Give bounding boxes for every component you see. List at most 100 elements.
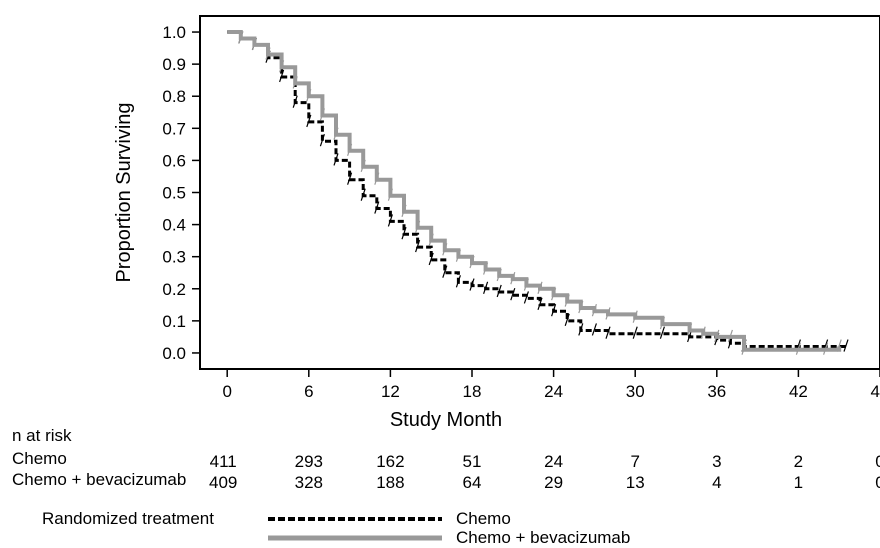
censor-mark [714, 329, 720, 343]
censor-mark [374, 201, 380, 214]
censor-mark [292, 76, 298, 89]
censor-mark [659, 326, 665, 339]
risk-value: 3 [712, 452, 721, 471]
x-tick-label: 0 [222, 382, 231, 401]
x-tick-label: 30 [626, 382, 645, 401]
censor-mark [510, 288, 516, 301]
censor-mark [510, 271, 516, 285]
x-tick-label: 12 [381, 382, 400, 401]
risk-value: 188 [376, 473, 404, 492]
censor-mark [415, 239, 421, 253]
risk-value: 293 [295, 452, 323, 471]
censor-mark [795, 342, 801, 355]
censor-mark [292, 95, 298, 108]
censor-mark [605, 326, 611, 339]
risk-row-label-chemo: Chemo [12, 449, 67, 468]
legend-label-chemo: Chemo [456, 509, 511, 528]
y-tick-label: 0.9 [162, 55, 186, 74]
censor-mark [428, 233, 434, 246]
risk-table-heading: n at risk [12, 426, 72, 445]
censor-mark [455, 275, 461, 288]
censor-mark [251, 37, 257, 51]
x-tick-label: 36 [707, 382, 726, 401]
x-tick-label: 6 [304, 382, 313, 401]
censor-mark [279, 60, 285, 73]
risk-value: 13 [626, 473, 645, 492]
censor-mark [238, 31, 244, 44]
censor-mark [442, 243, 448, 256]
censor-mark [700, 326, 706, 339]
censor-mark [483, 262, 489, 275]
censor-mark [374, 172, 380, 185]
censor-mark [741, 342, 747, 355]
censor-mark [360, 188, 366, 201]
censor-mark [523, 291, 529, 304]
censor-mark [823, 342, 829, 355]
censor-mark [319, 108, 325, 121]
censor-mark [578, 300, 584, 314]
censor-mark [483, 281, 489, 294]
censor-mark [279, 69, 285, 83]
censor-mark [843, 339, 849, 352]
risk-value: 24 [544, 452, 563, 471]
censor-mark [632, 310, 638, 323]
y-tick-label: 0.1 [162, 312, 186, 331]
censor-mark [496, 268, 502, 282]
risk-value: 1 [794, 473, 803, 492]
x-axis-title: Study Month [390, 409, 502, 431]
risk-table: 411 293 162 51 24 7 3 2 0 409 328 188 64 29 13 4 1 0 [209, 452, 880, 492]
legend [268, 517, 442, 541]
y-tick-label: 0.6 [162, 151, 186, 170]
risk-value: 409 [209, 473, 237, 492]
censor-mark [687, 323, 693, 336]
censor-mark [578, 323, 584, 336]
censor-mark [306, 114, 312, 128]
y-tick-label: 0.2 [162, 280, 186, 299]
legend-label-chemo-bev: Chemo + bevacizumab [456, 528, 631, 547]
censor-mark [632, 326, 638, 339]
risk-row-label-chemo-bev: Chemo + bevacizumab [12, 470, 187, 489]
risk-value: 4 [712, 473, 721, 492]
censor-mark [551, 288, 557, 301]
censor-mark [442, 265, 448, 278]
y-tick-label: 0.0 [162, 344, 186, 363]
risk-value: 162 [376, 452, 404, 471]
censor-mark [415, 220, 421, 233]
censor-mark [659, 316, 665, 330]
x-tick-label: 24 [544, 382, 563, 401]
risk-value: 7 [630, 452, 639, 471]
y-tick-label: 1.0 [162, 23, 186, 42]
censor-mark [319, 133, 325, 147]
y-tick-label: 0.7 [162, 119, 186, 138]
censor-mark [387, 188, 393, 201]
censor-mark [537, 297, 543, 311]
risk-value: 29 [544, 473, 563, 492]
censor-mark [591, 304, 597, 317]
censor-mark [428, 252, 434, 266]
censor-mark [591, 323, 597, 336]
censor-mark [360, 159, 366, 173]
censor-mark [387, 214, 393, 227]
censor-mark [333, 127, 339, 140]
axes: 0.0 0.1 0.2 0.3 0.4 0.5 0.6 0.7 0.8 0.9 1.0 0 6 12 18 2… [113, 23, 880, 431]
plot-frame [199, 15, 880, 370]
censor-mark [564, 313, 570, 327]
y-tick-label: 0.4 [162, 216, 186, 235]
censor-mark [306, 89, 312, 102]
censor-mark [265, 47, 271, 60]
series-line-chemo [227, 30, 846, 348]
series-line-chemo-bevacizumab [227, 30, 842, 352]
censor-mark [455, 249, 461, 262]
y-tick-label: 0.8 [162, 87, 186, 106]
y-tick-label: 0.3 [162, 248, 186, 267]
risk-value: 2 [794, 452, 803, 471]
censor-mark [333, 153, 339, 166]
censor-mark [347, 172, 353, 185]
risk-value: 0 [875, 452, 880, 471]
censor-mark [347, 143, 353, 156]
censor-mark [469, 255, 475, 269]
censor-mark [551, 304, 557, 317]
censor-mark [496, 284, 502, 298]
censor-mark [537, 281, 543, 294]
